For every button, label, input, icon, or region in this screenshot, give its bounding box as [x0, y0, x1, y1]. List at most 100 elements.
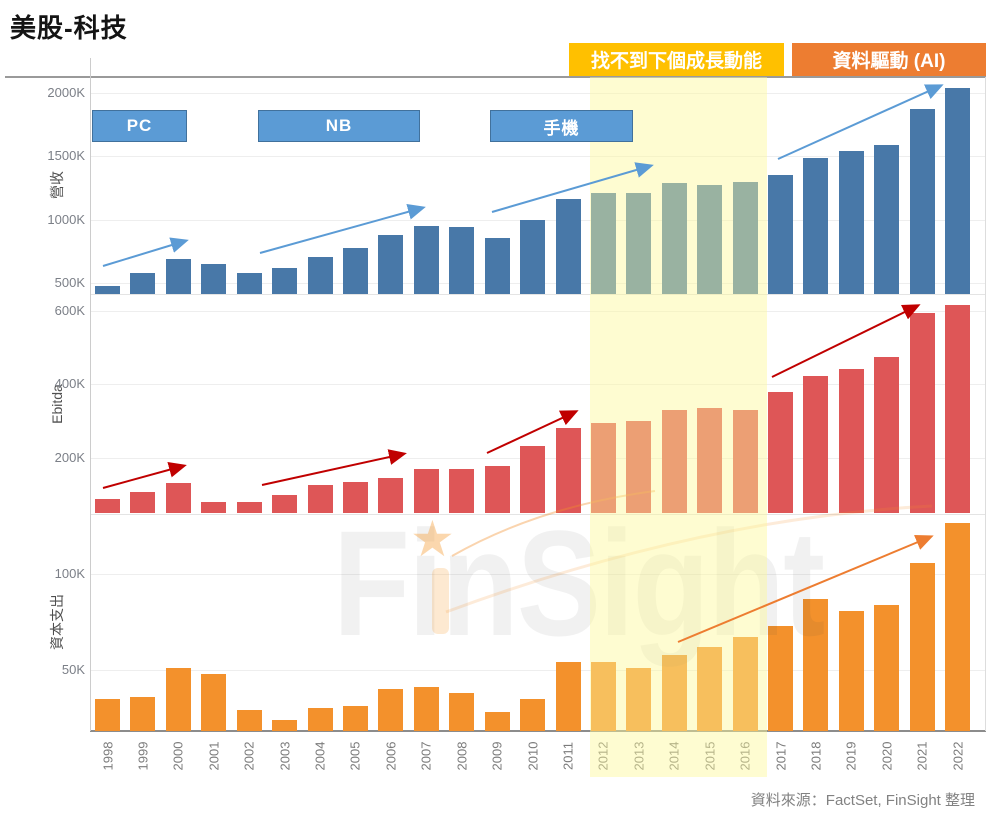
- bar-ebitda-2015: [697, 408, 723, 513]
- bar-revenue-2010: [520, 219, 545, 294]
- bar-ebitda-2001: [201, 502, 227, 513]
- bar-ebitda-2022: [945, 305, 971, 513]
- x-tick-label-2005: 2005: [347, 741, 363, 771]
- bar-capex-2014: [661, 654, 687, 731]
- x-tick-label-2007: 2007: [418, 741, 434, 771]
- bar-revenue-2009: [484, 237, 510, 294]
- bar-revenue-2006: [378, 235, 404, 294]
- bar-ebitda-2020: [874, 357, 900, 513]
- chart-top-border: [5, 76, 986, 78]
- bar-revenue-1999: [130, 273, 156, 294]
- x-tick-label-2003: 2003: [277, 741, 293, 771]
- bar-capex-2020: [874, 604, 900, 731]
- bar-revenue-2015: [697, 184, 723, 294]
- bar-capex-2003: [272, 719, 298, 731]
- y-tick-label-ebitda: 600K: [54, 302, 85, 318]
- gridline-revenue: [91, 92, 985, 94]
- chart-right-border: [985, 77, 986, 731]
- x-tick-label-2021: 2021: [914, 741, 930, 771]
- bar-revenue-2016: [732, 182, 758, 294]
- bar-revenue-2022: [945, 87, 971, 294]
- bar-ebitda-2004: [307, 485, 333, 513]
- bar-revenue-2008: [449, 226, 475, 294]
- bar-revenue-2003: [272, 268, 298, 294]
- y-axis-title-revenue: 營收: [49, 171, 65, 199]
- x-tick-label-1999: 1999: [135, 741, 151, 771]
- data-source-note: 資料來源：FactSet, FinSight 整理: [750, 792, 975, 809]
- page-title: 美股-科技: [10, 13, 128, 43]
- bar-capex-2017: [768, 625, 793, 731]
- y-tick-label-revenue: 1500K: [47, 148, 85, 164]
- x-tick-label-2010: 2010: [525, 741, 540, 771]
- watermark-i-stem: [432, 568, 449, 634]
- bar-ebitda-2005: [342, 482, 368, 513]
- annotation-ai-driven: 資料驅動 (AI): [792, 43, 986, 76]
- x-tick-label-2011: 2011: [560, 742, 576, 770]
- bar-ebitda-2012: [590, 423, 616, 513]
- bar-revenue-2007: [413, 226, 439, 294]
- x-tick-label-2008: 2008: [454, 741, 470, 771]
- y-tick-label-ebitda: 200K: [54, 450, 85, 466]
- panel-separator-1: [90, 294, 986, 295]
- bar-revenue-2004: [307, 256, 333, 294]
- bar-ebitda-2010: [520, 445, 545, 513]
- bar-revenue-2017: [768, 174, 793, 294]
- bar-capex-2008: [449, 692, 475, 731]
- x-tick-label-2004: 2004: [312, 741, 328, 771]
- bar-capex-2009: [484, 711, 510, 731]
- bar-revenue-2000: [165, 259, 191, 294]
- bar-ebitda-1999: [130, 491, 156, 513]
- annotation-no-growth: 找不到下個成長動能: [569, 43, 784, 76]
- x-tick-label-2017: 2017: [773, 741, 788, 771]
- bar-capex-2007: [413, 687, 439, 731]
- gridline-ebitda: [91, 310, 985, 312]
- bar-capex-2012: [590, 662, 616, 731]
- bar-capex-1999: [130, 696, 156, 731]
- y-tick-label-revenue: 2000K: [47, 84, 85, 100]
- x-tick-label-2002: 2002: [241, 741, 257, 771]
- era-label-mobile: 手機: [490, 110, 633, 142]
- bar-ebitda-2000: [165, 483, 191, 513]
- era-label-pc: PC: [92, 110, 187, 142]
- bar-capex-1998: [95, 698, 120, 731]
- y-tick-label-revenue: 500K: [54, 275, 85, 291]
- bar-capex-2015: [697, 646, 723, 731]
- x-tick-label-2020: 2020: [879, 741, 895, 771]
- bar-revenue-2020: [874, 144, 900, 294]
- bar-revenue-1998: [95, 285, 120, 294]
- panel-separator-2: [90, 514, 986, 515]
- gridline-capex: [91, 669, 985, 671]
- bar-ebitda-2014: [661, 410, 687, 513]
- y-tick-label-revenue: 1000K: [47, 211, 85, 227]
- bar-ebitda-2008: [449, 468, 475, 513]
- bar-ebitda-2018: [803, 375, 829, 513]
- bar-capex-2005: [342, 706, 368, 731]
- bar-revenue-2001: [201, 263, 227, 294]
- bar-revenue-2018: [803, 158, 829, 294]
- bar-capex-2002: [236, 710, 262, 731]
- y-tick-label-capex: 50K: [61, 661, 85, 677]
- bar-capex-2010: [520, 698, 545, 731]
- bar-ebitda-2017: [768, 391, 793, 513]
- bar-revenue-2002: [236, 273, 262, 294]
- x-tick-label-2009: 2009: [489, 741, 505, 771]
- bar-ebitda-2013: [626, 421, 652, 513]
- x-tick-label-2000: 2000: [170, 741, 186, 771]
- x-tick-label-1998: 1998: [100, 741, 115, 771]
- x-tick-label-2022: 2022: [950, 741, 966, 771]
- y-axis-line: [90, 58, 91, 731]
- bar-capex-2011: [555, 662, 581, 731]
- era-label-nb: NB: [258, 110, 420, 142]
- bar-capex-2001: [201, 673, 227, 731]
- bar-capex-2019: [838, 610, 864, 731]
- bar-capex-2021: [909, 562, 935, 731]
- bar-revenue-2011: [555, 198, 581, 294]
- bar-ebitda-2007: [413, 468, 439, 513]
- bar-revenue-2014: [661, 183, 687, 294]
- y-tick-label-ebitda: 400K: [54, 376, 85, 392]
- y-tick-label-capex: 100K: [54, 566, 85, 582]
- gridline-capex: [91, 574, 985, 576]
- highlight-band-2012-2016: [590, 77, 767, 777]
- watermark-star-icon: ★: [410, 511, 455, 567]
